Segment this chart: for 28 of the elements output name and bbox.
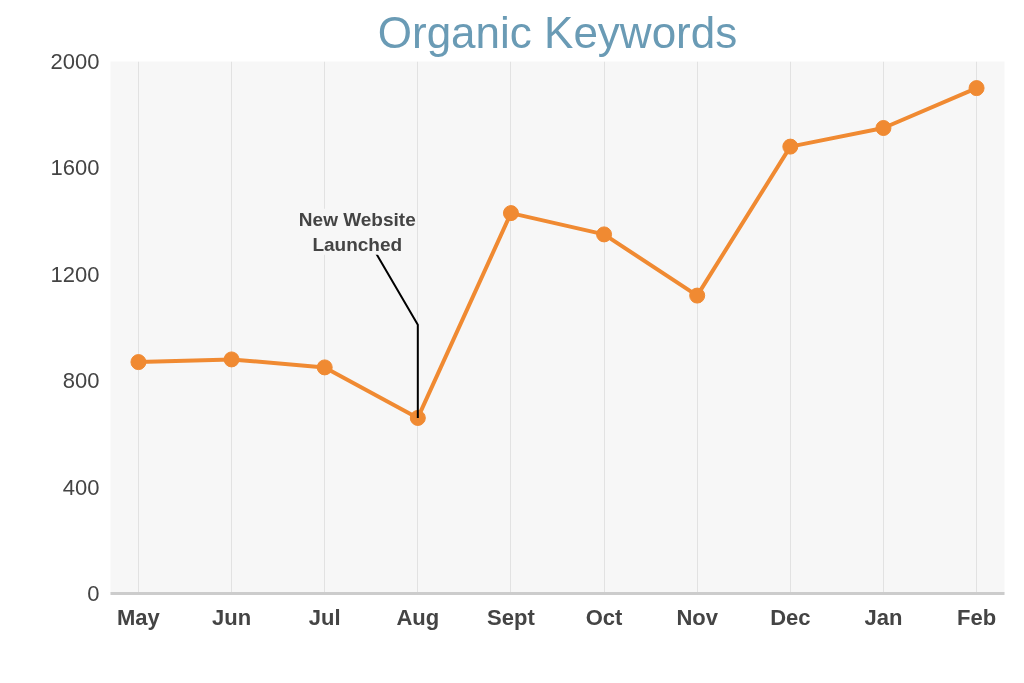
y-tick-label: 1200 — [50, 261, 100, 287]
point — [782, 138, 799, 155]
x-tick-label: Feb — [957, 604, 997, 630]
point — [316, 359, 333, 376]
point — [502, 205, 519, 222]
x-tick-label: Nov — [676, 604, 719, 630]
point — [223, 351, 240, 368]
x-tick-label: Oct — [585, 604, 624, 630]
y-tick-label: 400 — [62, 474, 100, 500]
point — [968, 80, 985, 97]
point — [409, 409, 426, 426]
x-tick-label: Dec — [770, 604, 811, 630]
x-tick-label: May — [117, 604, 161, 630]
x-tick-label: Jun — [212, 604, 252, 630]
x-tick-label: Aug — [396, 604, 440, 630]
point — [596, 226, 613, 243]
annotation: New Website Launched — [298, 208, 416, 255]
y-tick-label: 800 — [62, 368, 100, 394]
point — [130, 354, 147, 371]
chart-title: Organic Keywords — [377, 7, 738, 57]
y-tick-label: 1600 — [50, 155, 100, 181]
y-tick-label: 0 — [87, 581, 100, 606]
x-tick-label: Jan — [864, 604, 903, 630]
point — [875, 120, 892, 136]
point — [689, 287, 706, 304]
y-tick-label: 2000 — [50, 49, 100, 74]
x-tick-label: Sept — [487, 604, 536, 630]
x-tick-label: Jul — [308, 604, 341, 630]
